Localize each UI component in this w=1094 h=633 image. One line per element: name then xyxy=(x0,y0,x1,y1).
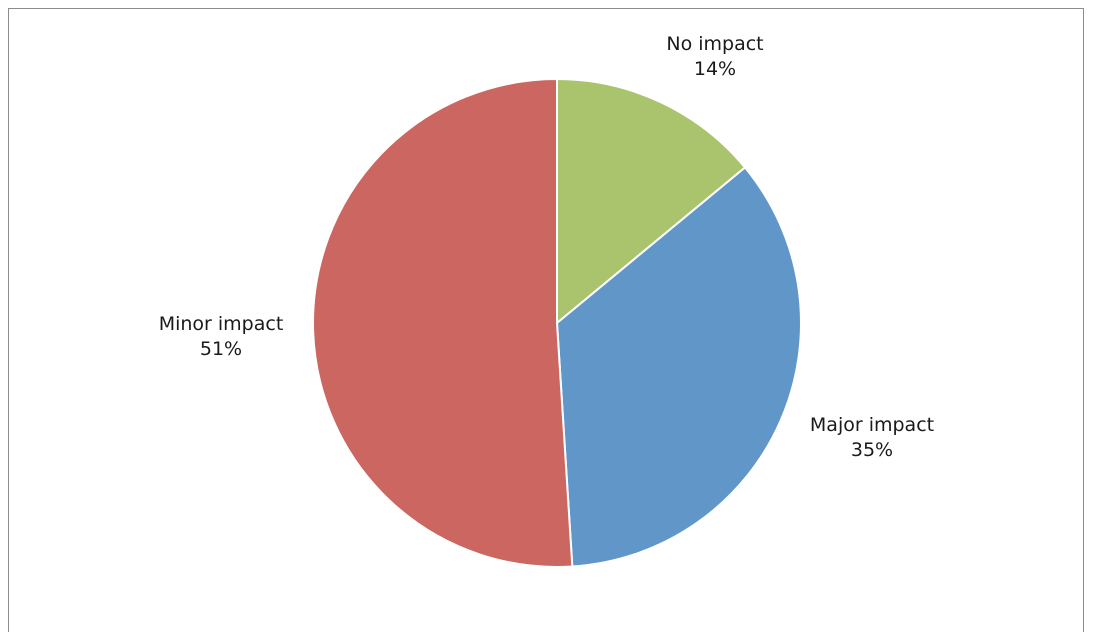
slice-value-label: 35% xyxy=(851,439,893,461)
pie-slice-minor-impact xyxy=(311,77,574,568)
pie-slices xyxy=(311,77,802,568)
slice-value-label: 14% xyxy=(694,58,736,80)
slice-label: Minor impact xyxy=(159,313,284,335)
pie-slice-no-impact xyxy=(556,77,747,326)
slice-label: Major impact xyxy=(810,414,934,436)
slice-value-label: 51% xyxy=(200,338,242,360)
pie-slice-major-impact xyxy=(555,166,802,568)
slice-label: No impact xyxy=(666,33,763,55)
pie-labels: No impact 14% Major impact 35% Minor impact 5… xyxy=(159,33,934,461)
